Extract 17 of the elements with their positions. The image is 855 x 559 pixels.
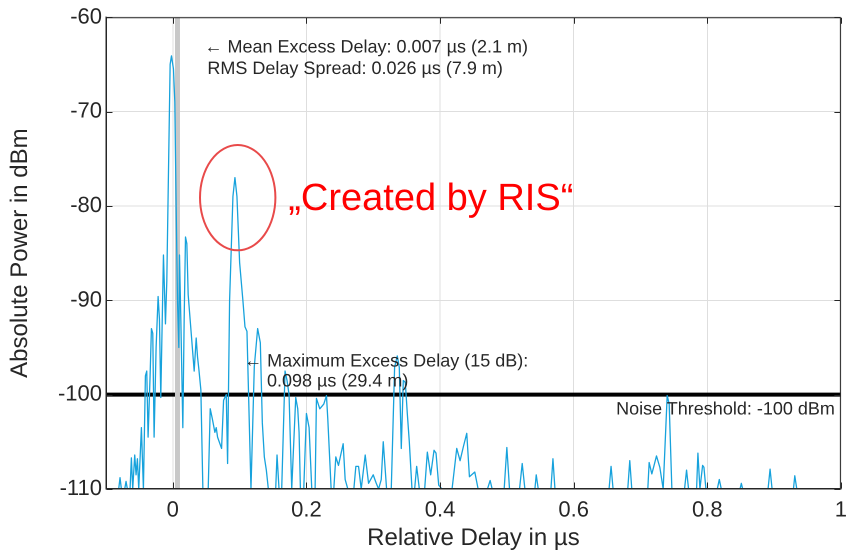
y-tick-label: -80 (70, 192, 102, 217)
annotation: „Created by RIS“ (288, 176, 574, 219)
annotation: ← Mean Excess Delay: 0.007 µs (2.1 m) (204, 36, 528, 56)
y-tick-label: -70 (70, 98, 102, 123)
x-tick-label: 0.8 (692, 496, 723, 522)
y-tick-label: -100 (58, 380, 102, 406)
y-tick-label: -60 (70, 3, 102, 28)
x-axis-title: Relative Delay in µs (367, 524, 580, 552)
x-tick-label: 0.6 (558, 496, 589, 522)
x-tick-label: 1 (834, 496, 848, 522)
y-tick-label: -110 (60, 475, 102, 500)
x-tick-label: 0.4 (424, 496, 456, 522)
x-tick-label: 0 (166, 496, 179, 522)
y-tick-label: -90 (70, 286, 102, 312)
x-tick-label: 0.2 (291, 496, 322, 522)
y-axis-title: Absolute Power in dBm (6, 128, 34, 378)
annotation: RMS Delay Spread: 0.026 µs (7.9 m) (207, 58, 503, 78)
